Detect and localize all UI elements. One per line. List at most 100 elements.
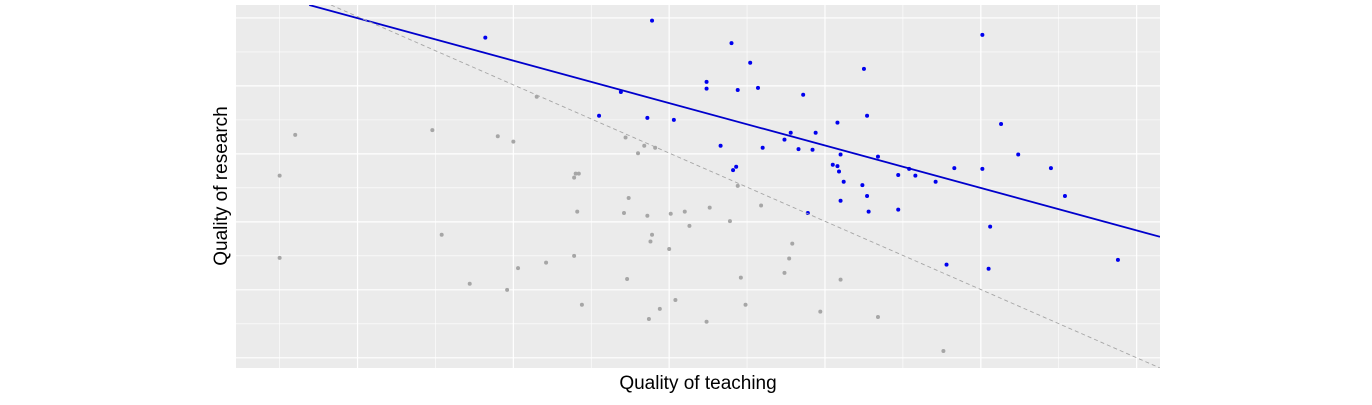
panel: [236, 5, 1160, 368]
point: [704, 86, 709, 91]
point: [835, 120, 840, 125]
point: [952, 166, 957, 171]
point: [1115, 257, 1120, 262]
point: [796, 147, 801, 152]
point: [636, 151, 641, 156]
point: [999, 121, 1004, 126]
point: [734, 164, 739, 169]
trend-line: [330, 5, 1160, 368]
point: [650, 18, 655, 23]
point: [759, 203, 764, 208]
point: [667, 247, 672, 252]
point: [646, 317, 651, 322]
point: [293, 132, 298, 137]
point: [755, 85, 760, 90]
point: [625, 276, 630, 281]
point: [579, 302, 584, 307]
point: [735, 183, 740, 188]
point: [790, 241, 795, 246]
point: [980, 32, 985, 37]
point: [913, 173, 918, 178]
point: [597, 113, 602, 118]
point: [516, 266, 521, 271]
point: [875, 315, 880, 320]
trend-line: [308, 5, 1160, 238]
point: [743, 302, 748, 307]
point: [838, 152, 843, 157]
point: [277, 255, 282, 260]
point: [944, 262, 949, 267]
point: [782, 137, 787, 142]
point: [621, 211, 626, 216]
point: [572, 175, 577, 180]
point: [645, 115, 650, 120]
point: [573, 171, 578, 176]
point: [645, 213, 650, 218]
point: [865, 194, 870, 199]
point: [1062, 194, 1067, 199]
point: [866, 209, 871, 214]
point: [575, 209, 580, 214]
point: [841, 179, 846, 184]
point: [818, 309, 823, 314]
point: [835, 164, 840, 169]
point: [896, 207, 901, 212]
point: [933, 179, 938, 184]
point: [980, 166, 985, 171]
point: [572, 253, 577, 258]
point: [430, 128, 435, 133]
point: [738, 275, 743, 280]
point: [837, 169, 842, 174]
point: [813, 130, 818, 135]
point: [704, 79, 709, 84]
point: [668, 211, 673, 216]
point: [727, 219, 732, 224]
point: [626, 196, 631, 201]
point: [731, 168, 736, 173]
point: [860, 183, 865, 188]
point: [1048, 166, 1053, 171]
point: [623, 135, 628, 140]
point: [1016, 152, 1021, 157]
point: [682, 209, 687, 214]
point: [495, 134, 500, 139]
point: [941, 349, 946, 354]
point: [729, 41, 734, 46]
point: [896, 172, 901, 177]
point: [657, 306, 662, 311]
point: [576, 171, 581, 176]
point: [687, 223, 692, 228]
point: [787, 256, 792, 261]
point: [439, 232, 444, 237]
point: [467, 281, 472, 286]
point: [988, 224, 993, 229]
point: [544, 260, 549, 265]
point: [838, 277, 843, 282]
point: [277, 173, 282, 178]
point: [704, 319, 709, 324]
point: [505, 287, 510, 292]
point: [718, 143, 723, 148]
point: [671, 117, 676, 122]
point: [748, 60, 753, 65]
point: [735, 87, 740, 92]
y-axis-label: Quality of research: [211, 106, 232, 265]
point: [650, 232, 655, 237]
point: [782, 270, 787, 275]
point: [483, 35, 488, 40]
point: [642, 143, 647, 148]
point: [830, 162, 835, 167]
point: [801, 92, 806, 97]
point: [648, 239, 653, 244]
point: [673, 298, 678, 303]
point: [875, 154, 880, 159]
point: [788, 130, 793, 135]
point: [861, 66, 866, 71]
point: [865, 113, 870, 118]
point: [511, 139, 516, 144]
point: [707, 205, 712, 210]
point: [810, 147, 815, 152]
x-axis-label: Quality of teaching: [619, 373, 776, 394]
point: [986, 266, 991, 271]
